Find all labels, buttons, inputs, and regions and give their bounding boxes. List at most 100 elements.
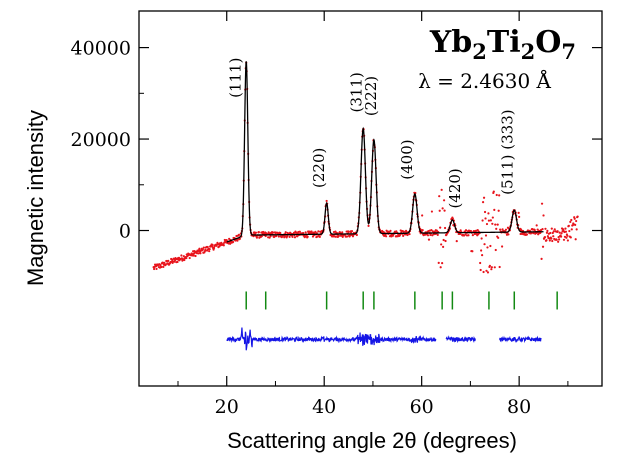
observed-point [525, 233, 529, 236]
observed-point [337, 234, 340, 237]
observed-point [491, 222, 494, 225]
observed-point [183, 258, 186, 262]
observed-point [471, 250, 474, 253]
observed-point [225, 239, 228, 242]
observed-point [208, 250, 211, 253]
observed-point [404, 229, 408, 232]
observed-point [293, 236, 297, 239]
x-tick-label: 40 [312, 396, 336, 418]
observed-point [317, 230, 320, 233]
observed-point [160, 265, 163, 269]
observed-point [575, 219, 578, 223]
observed-point [198, 247, 201, 250]
observed-point [427, 238, 431, 241]
y-tick-label: 20000 [71, 129, 131, 151]
observed-point [482, 270, 485, 274]
observed-point [536, 228, 539, 231]
observed-point [533, 229, 536, 232]
observed-point [153, 267, 156, 271]
observed-point [355, 233, 358, 237]
difference-line [445, 335, 476, 344]
observed-point [541, 245, 545, 248]
observed-point [155, 267, 158, 271]
observed-point [562, 238, 566, 241]
observed-point [260, 235, 263, 238]
observed-point [553, 228, 556, 231]
observed-point [439, 266, 442, 269]
observed-point [304, 231, 307, 234]
observed-point [237, 233, 241, 236]
observed-point [481, 219, 484, 222]
observed-point [542, 214, 545, 217]
observed-point [549, 231, 552, 235]
observed-point [545, 239, 548, 242]
observed-point [279, 232, 282, 235]
observed-point [455, 240, 458, 243]
observed-point [484, 217, 487, 220]
observed-point [494, 248, 497, 252]
observed-point [442, 245, 445, 248]
observed-point [437, 261, 440, 265]
observed-point [559, 235, 563, 238]
observed-point [491, 216, 494, 219]
observed-point [459, 232, 462, 235]
x-axis-label: Scattering angle 2θ (degrees) [227, 428, 517, 453]
observed-point [451, 217, 454, 220]
y-tick-label: 40000 [71, 38, 131, 60]
observed-point [163, 261, 166, 264]
observed-point [543, 235, 547, 239]
observed-point [499, 228, 502, 231]
observed-point [257, 231, 260, 234]
observed-point [194, 254, 197, 258]
observed-point [504, 228, 508, 231]
observed-point [570, 228, 573, 231]
bragg-ticks [245, 291, 558, 310]
observed-point [480, 237, 483, 240]
observed-point [176, 260, 179, 264]
observed-point [421, 214, 424, 217]
observed-point [567, 224, 570, 227]
observed-point [507, 233, 510, 236]
observed-point [269, 234, 272, 238]
observed-point [551, 231, 554, 235]
observed-point [443, 209, 446, 212]
observed-point [188, 256, 191, 260]
observed-point [568, 229, 571, 233]
peak-label: (511) (333) [498, 109, 516, 194]
observed-point [487, 219, 491, 222]
observed-point [490, 268, 493, 271]
observed-point [236, 239, 239, 242]
observed-point [185, 256, 188, 260]
observed-point [497, 236, 500, 239]
x-tick-label: 20 [215, 396, 239, 418]
observed-point [480, 249, 483, 252]
peak-label: (220) [310, 148, 328, 188]
observed-point [552, 235, 555, 238]
observed-point [222, 244, 225, 247]
observed-point [488, 264, 492, 267]
observed-point [318, 235, 321, 238]
observed-point [570, 218, 573, 222]
observed-point [277, 235, 280, 238]
observed-point [306, 235, 309, 238]
observed-point [487, 212, 490, 215]
observed-point [402, 230, 405, 233]
x-tick-label: 80 [507, 396, 531, 418]
observed-point [192, 254, 195, 257]
observed-point [546, 229, 549, 233]
observed-point [495, 193, 498, 197]
observed-point [367, 224, 370, 228]
observed-point [551, 239, 554, 243]
observed-point [494, 223, 497, 226]
observed-point [438, 209, 441, 212]
observed-point [490, 266, 493, 269]
peak-labels: (111) (220) (311)(222) (400) (420) (511) (333… [226, 58, 516, 209]
observed-point [535, 224, 538, 227]
observed-point [206, 245, 209, 249]
observed-point [430, 210, 434, 213]
difference-line [226, 327, 437, 351]
observed-point [492, 190, 495, 193]
observed-point [544, 227, 547, 230]
observed-point [153, 263, 157, 266]
